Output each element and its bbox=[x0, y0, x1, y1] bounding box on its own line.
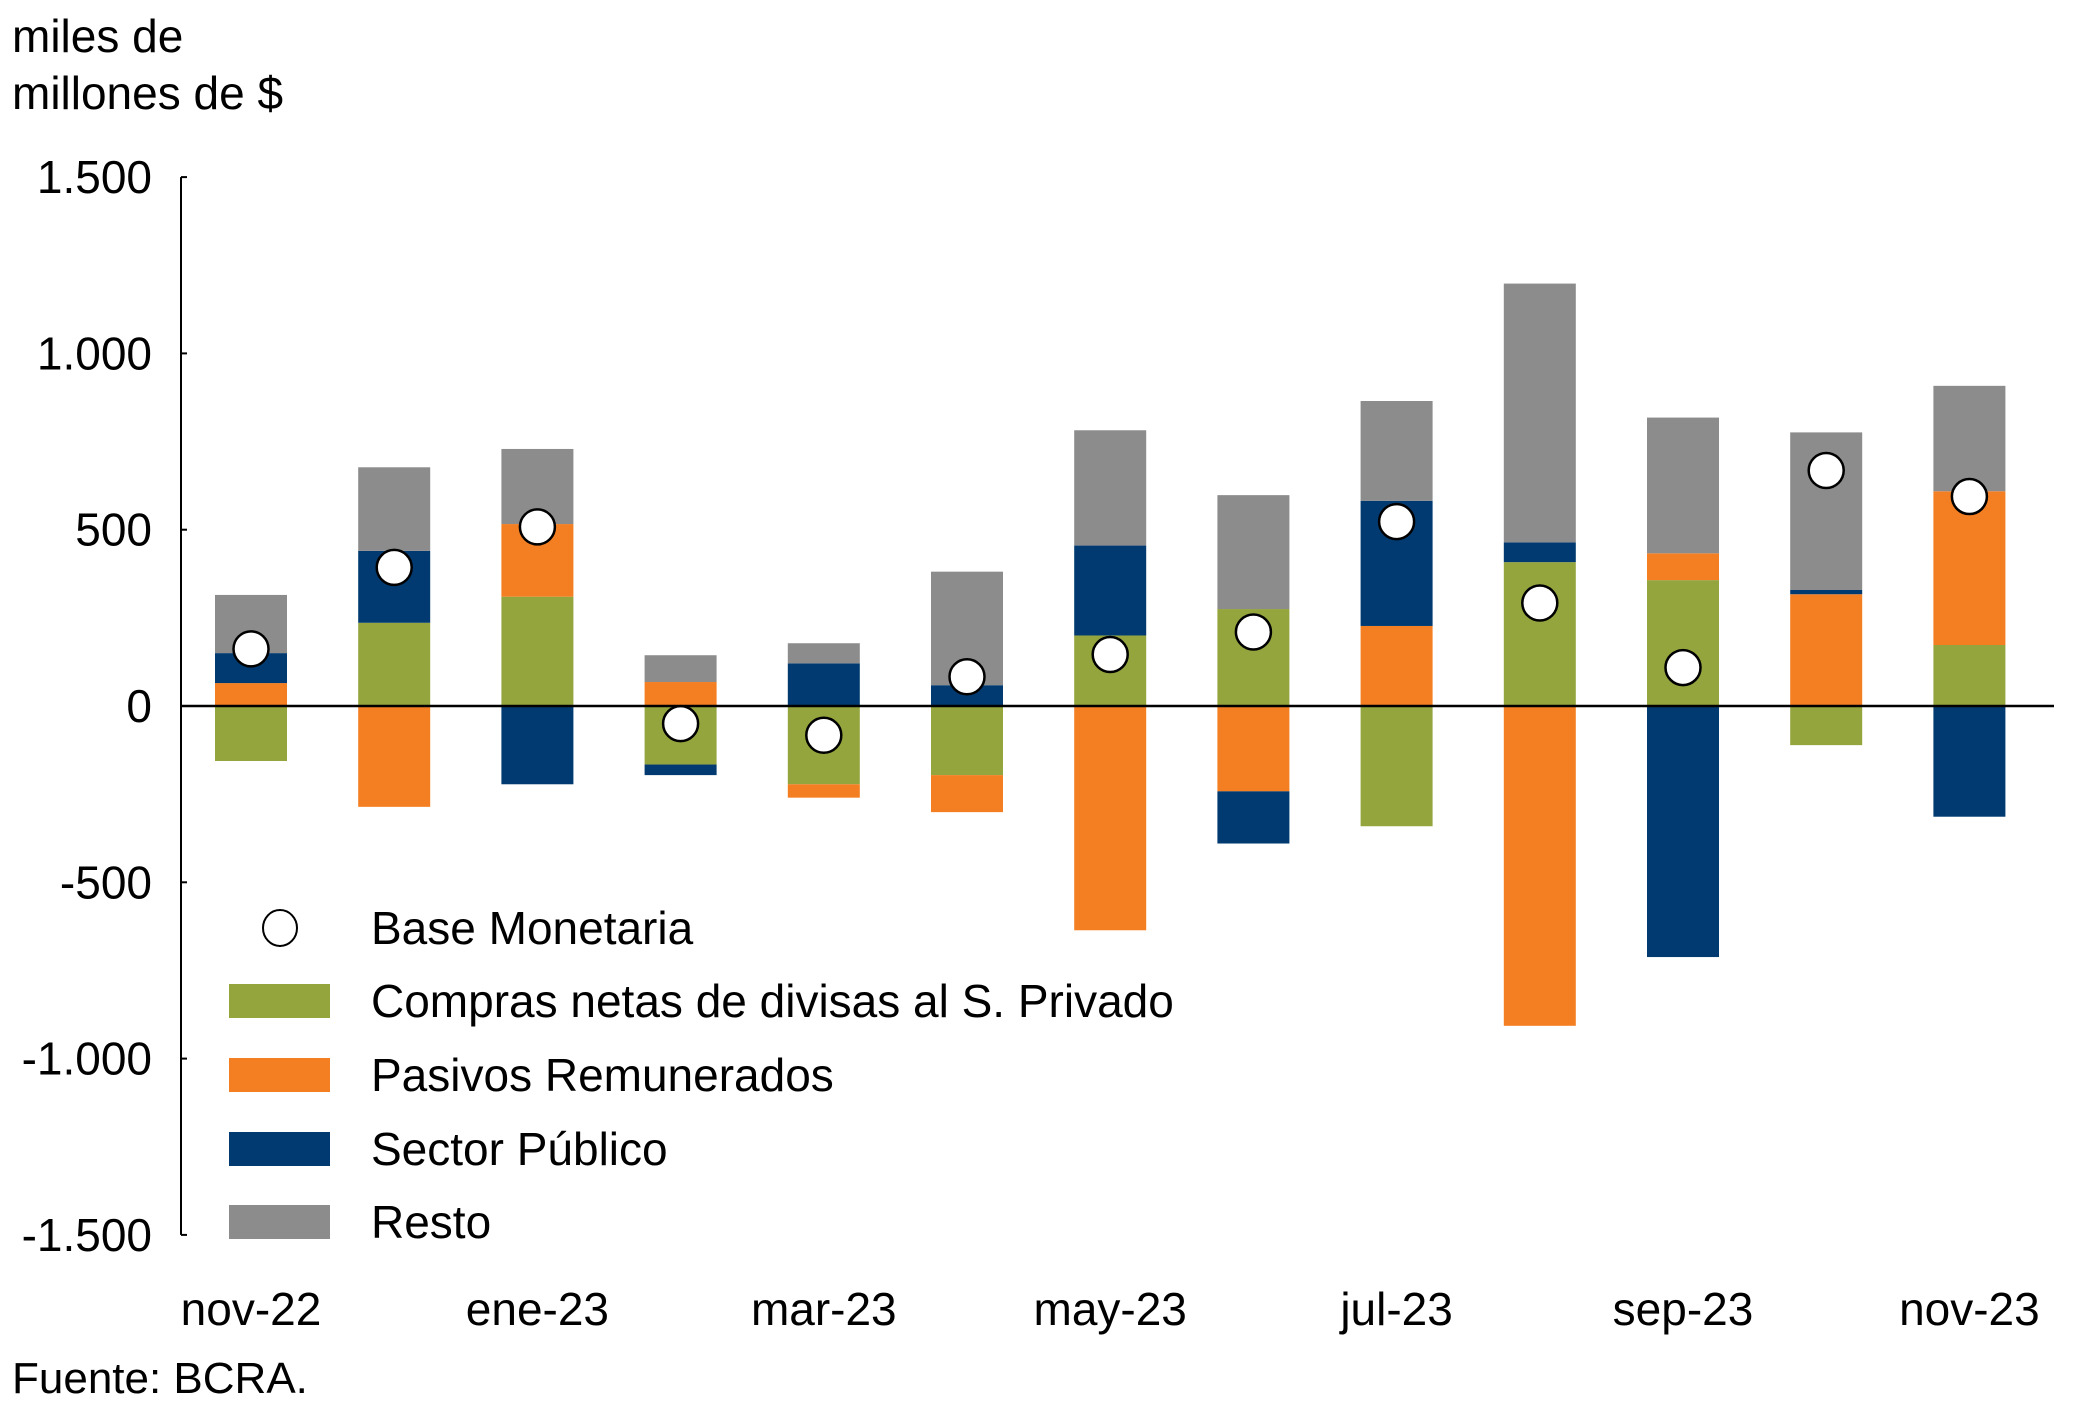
bar-segment-sector-p-blico-jun-23 bbox=[1217, 791, 1290, 844]
base-monetaria-point-jun-23 bbox=[1234, 613, 1273, 651]
bar-segment-resto-jul-23 bbox=[1360, 401, 1433, 501]
legend: Base Monetaria Compras netas de divisas a… bbox=[229, 902, 1174, 1248]
y-tick-labels: 1.500 1.000 500 0 -500 -1.000 -1.500 bbox=[22, 151, 152, 1261]
base-monetaria-point-nov-22 bbox=[232, 630, 270, 668]
bar-segment-pasivos-remunerados-ago-23 bbox=[1503, 706, 1576, 1026]
bar-segment-pasivos-remunerados-mar-23 bbox=[787, 784, 860, 798]
bar-segment-pasivos-remunerados-nov-22 bbox=[215, 683, 287, 706]
base-monetaria-point-mar-23 bbox=[805, 716, 843, 755]
bar-segment-resto-sep-23 bbox=[1647, 417, 1719, 554]
bar-segment-sector-p-blico-oct-23 bbox=[1790, 589, 1863, 595]
legend-label: Resto bbox=[371, 1196, 491, 1248]
base-monetaria-point-abr-23 bbox=[948, 657, 986, 696]
bar-segment-sector-p-blico-mar-23 bbox=[787, 663, 860, 706]
bar-segment-compras-netas-de-divisas-al-s-privado-ago-23 bbox=[1503, 562, 1576, 706]
legend-label: Sector Público bbox=[371, 1123, 668, 1175]
bar-segment-resto-mar-23 bbox=[787, 643, 860, 664]
bar-segment-sector-p-blico-feb-23 bbox=[644, 764, 717, 776]
legend-item-resto: Resto bbox=[229, 1196, 491, 1248]
bar-segment-sector-p-blico-may-23 bbox=[1074, 545, 1147, 636]
legend-swatch-icon bbox=[229, 984, 330, 1018]
x-tick-label: nov-22 bbox=[181, 1283, 322, 1335]
x-tick-labels: nov-22 ene-23 mar-23 may-23 jul-23 sep-23 nov-… bbox=[181, 1283, 2040, 1335]
bar-segment-sector-p-blico-abr-23 bbox=[931, 685, 1003, 706]
bar-segment-pasivos-remunerados-feb-23 bbox=[644, 682, 717, 706]
source-note: Fuente: BCRA. bbox=[12, 1354, 308, 1403]
y-tick-label: 0 bbox=[126, 680, 152, 732]
bar-segment-resto-nov-23 bbox=[1933, 385, 2006, 492]
y-axis-title-line-1: miles de bbox=[12, 10, 183, 62]
bar-segment-resto-dic-22 bbox=[358, 467, 431, 551]
x-tick-label: jul-23 bbox=[1338, 1283, 1453, 1335]
y-tick-label: -1.000 bbox=[22, 1033, 152, 1085]
bar-segment-pasivos-remunerados-sep-23 bbox=[1647, 553, 1719, 581]
bar-segment-pasivos-remunerados-may-23 bbox=[1074, 706, 1147, 931]
x-tick-label: mar-23 bbox=[751, 1283, 897, 1335]
y-tick-label: -500 bbox=[60, 856, 152, 908]
base-monetaria-point-ago-23 bbox=[1521, 584, 1559, 622]
bar-segment-compras-netas-de-divisas-al-s-privado-oct-23 bbox=[1790, 706, 1863, 746]
bar-segment-resto-ago-23 bbox=[1503, 283, 1576, 543]
bar-segment-compras-netas-de-divisas-al-s-privado-nov-22 bbox=[215, 706, 287, 762]
base-monetaria-point-oct-23 bbox=[1807, 451, 1845, 490]
base-monetaria-point-ene-23 bbox=[518, 508, 557, 546]
legend-circle-icon bbox=[262, 909, 298, 947]
bar-segment-sector-p-blico-ago-23 bbox=[1503, 542, 1576, 563]
bar-segment-resto-jun-23 bbox=[1217, 495, 1290, 610]
bar-segment-compras-netas-de-divisas-al-s-privado-dic-22 bbox=[358, 622, 431, 706]
legend-label: Base Monetaria bbox=[371, 902, 694, 954]
bar-segment-pasivos-remunerados-nov-23 bbox=[1933, 491, 2006, 646]
bar-segment-compras-netas-de-divisas-al-s-privado-sep-23 bbox=[1647, 580, 1719, 706]
legend-swatch-icon bbox=[229, 1132, 330, 1166]
bar-segment-pasivos-remunerados-dic-22 bbox=[358, 706, 431, 807]
bar-segment-pasivos-remunerados-jul-23 bbox=[1360, 625, 1433, 706]
y-axis-title-line-2: millones de $ bbox=[12, 67, 283, 119]
bar-segment-pasivos-remunerados-oct-23 bbox=[1790, 594, 1863, 706]
base-monetaria-markers bbox=[232, 451, 1989, 755]
bar-segment-pasivos-remunerados-jun-23 bbox=[1217, 706, 1290, 792]
bars-layer bbox=[215, 283, 2006, 1026]
legend-swatch-icon bbox=[229, 1205, 330, 1239]
y-axis-title: miles de millones de $ bbox=[12, 10, 283, 119]
y-tick-label: 500 bbox=[75, 504, 152, 556]
bar-segment-sector-p-blico-nov-23 bbox=[1933, 706, 2006, 817]
legend-item-sector-p-blico: Sector Público bbox=[229, 1123, 668, 1175]
x-tick-label: nov-23 bbox=[1899, 1283, 2040, 1335]
bar-segment-sector-p-blico-ene-23 bbox=[501, 706, 574, 785]
y-tick-label: 1.000 bbox=[37, 327, 152, 379]
x-tick-label: sep-23 bbox=[1613, 1283, 1754, 1335]
bar-segment-sector-p-blico-sep-23 bbox=[1647, 706, 1719, 958]
x-tick-label: ene-23 bbox=[466, 1283, 609, 1335]
legend-label: Compras netas de divisas al S. Privado bbox=[371, 975, 1174, 1027]
legend-swatch-icon bbox=[229, 1058, 330, 1092]
axes bbox=[180, 176, 2054, 1236]
bar-segment-compras-netas-de-divisas-al-s-privado-ene-23 bbox=[501, 596, 574, 706]
x-tick-label: may-23 bbox=[1034, 1283, 1187, 1335]
bar-segment-compras-netas-de-divisas-al-s-privado-abr-23 bbox=[931, 706, 1003, 776]
base-monetaria-point-nov-23 bbox=[1950, 477, 1989, 516]
bar-segment-compras-netas-de-divisas-al-s-privado-nov-23 bbox=[1933, 645, 2006, 706]
legend-item-compras-netas-de-divisas-al-s-privado: Compras netas de divisas al S. Privado bbox=[229, 975, 1174, 1027]
base-monetaria-point-feb-23 bbox=[661, 704, 700, 743]
y-tick-label: -1.500 bbox=[22, 1209, 152, 1261]
base-monetaria-point-jul-23 bbox=[1377, 502, 1416, 541]
base-monetaria-point-may-23 bbox=[1091, 635, 1129, 674]
bar-segment-resto-feb-23 bbox=[644, 655, 717, 683]
bar-segment-pasivos-remunerados-abr-23 bbox=[931, 775, 1003, 813]
y-tick-label: 1.500 bbox=[37, 151, 152, 203]
bar-segment-resto-may-23 bbox=[1074, 430, 1147, 546]
legend-item-pasivos-remunerados: Pasivos Remunerados bbox=[229, 1049, 834, 1101]
base-monetaria-point-dic-22 bbox=[375, 548, 413, 587]
bar-segment-compras-netas-de-divisas-al-s-privado-jul-23 bbox=[1360, 706, 1433, 827]
legend-label: Pasivos Remunerados bbox=[371, 1049, 834, 1101]
legend-item-base-monetaria: Base Monetaria bbox=[262, 902, 694, 954]
base-monetaria-point-sep-23 bbox=[1664, 648, 1702, 687]
